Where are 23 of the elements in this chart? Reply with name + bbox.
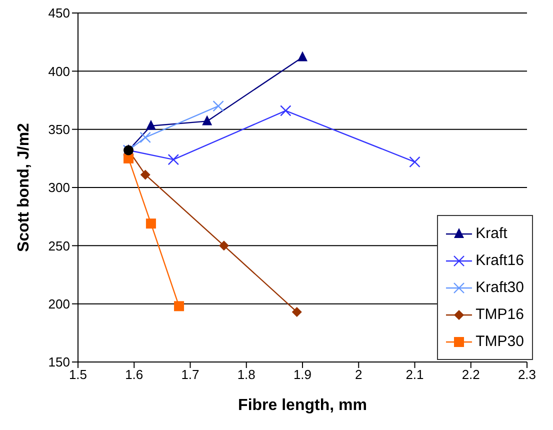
y-tick-label: 400 — [48, 64, 70, 79]
x-tick-label: 1.8 — [237, 367, 256, 382]
legend-label: Kraft — [476, 225, 508, 242]
legend-label: TMP30 — [476, 333, 524, 350]
legend-label: Kraft30 — [476, 279, 524, 296]
x-tick-label: 2.3 — [518, 367, 536, 382]
x-axis-title: Fibre length, mm — [238, 397, 367, 414]
x-tick-label: 2.2 — [462, 367, 480, 382]
y-tick-label: 200 — [48, 296, 70, 312]
y-tick-label: 250 — [48, 238, 70, 254]
x-tick-label: 2 — [355, 367, 362, 382]
y-tick-label: 150 — [48, 354, 70, 370]
x-tick-label: 2.1 — [406, 367, 424, 382]
x-tick-label: 1.7 — [181, 367, 200, 382]
y-axis-title: Scott bond, J/m2 — [16, 122, 33, 252]
legend-label: TMP16 — [476, 306, 524, 323]
y-tick-label: 450 — [48, 6, 70, 21]
x-tick-label: 1.9 — [293, 367, 312, 382]
y-tick-label: 300 — [48, 180, 70, 196]
x-tick-label: 1.5 — [68, 367, 88, 382]
y-tick-label: 350 — [48, 122, 70, 137]
x-tick-label: 1.6 — [125, 367, 144, 382]
legend-label: Kraft16 — [476, 252, 524, 269]
